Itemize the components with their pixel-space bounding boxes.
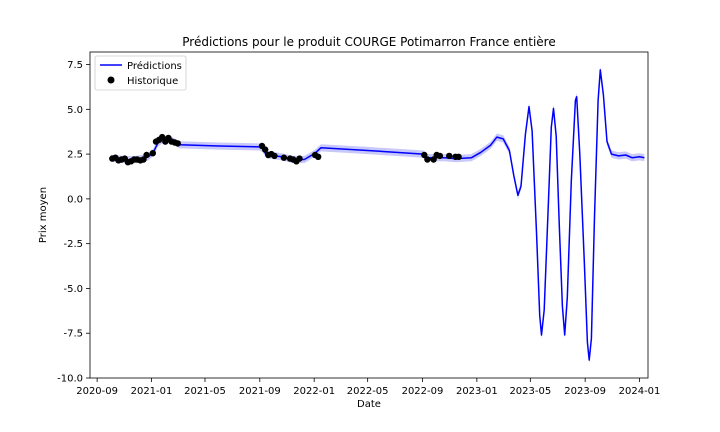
historique-point xyxy=(159,133,166,141)
x-tick-label: 2021-09 xyxy=(239,386,281,397)
historique-point xyxy=(271,152,278,160)
x-tick-label: 2021-05 xyxy=(184,386,226,397)
y-axis-label: Prix moyen xyxy=(38,187,49,243)
historique-point xyxy=(424,156,431,163)
y-tick-label: -2.5 xyxy=(63,239,83,250)
historique-point xyxy=(446,152,453,160)
predictions-band xyxy=(110,66,645,364)
legend: Prédictions Historique xyxy=(94,55,187,91)
historique-point xyxy=(430,156,437,163)
x-tick-label: 2023-01 xyxy=(456,386,498,397)
historique-point xyxy=(455,153,462,160)
x-tick-label: 2024-01 xyxy=(619,386,661,397)
x-tick-label: 2023-09 xyxy=(564,386,606,397)
x-axis: 2020-09 2021-01 2021-05 2021-09 2022-01 2022-… xyxy=(76,378,660,397)
historique-point xyxy=(149,150,156,157)
y-tick-label: 2.5 xyxy=(67,150,83,161)
historique-point xyxy=(315,153,322,160)
plot-frame xyxy=(89,51,649,379)
x-tick-label: 2020-09 xyxy=(76,386,118,397)
chart-title: Prédictions pour le produit COURGE Potim… xyxy=(182,35,555,49)
x-tick-label: 2022-01 xyxy=(293,386,335,397)
legend-label-predictions: Prédictions xyxy=(127,60,182,72)
y-tick-label: 7.5 xyxy=(67,60,83,71)
historique-point xyxy=(143,151,150,159)
y-tick-label: 0.0 xyxy=(67,194,83,205)
historique-point xyxy=(421,151,428,159)
predictions-line xyxy=(110,69,645,361)
y-tick-label: -7.5 xyxy=(63,329,83,340)
legend-dot-swatch xyxy=(107,76,115,84)
historique-point xyxy=(174,140,181,147)
historique-point xyxy=(436,152,444,160)
legend-label-historique: Historique xyxy=(127,76,178,87)
historique-point xyxy=(280,154,288,161)
y-axis: -10.0 -7.5 -5.0 -2.5 0.0 2.5 5.0 7.5 xyxy=(57,60,90,385)
x-axis-label: Date xyxy=(357,399,381,410)
y-tick-label: -5.0 xyxy=(63,284,83,295)
x-tick-label: 2022-05 xyxy=(347,386,389,397)
plot-area xyxy=(109,66,645,364)
y-tick-label: -10.0 xyxy=(57,374,83,385)
x-tick-label: 2021-01 xyxy=(131,386,173,397)
historique-point xyxy=(140,156,147,163)
x-tick-label: 2023-05 xyxy=(509,386,551,397)
x-tick-label: 2022-09 xyxy=(402,386,444,397)
historique-point xyxy=(262,146,269,153)
historique-point xyxy=(296,155,303,162)
y-tick-label: 5.0 xyxy=(67,105,83,116)
